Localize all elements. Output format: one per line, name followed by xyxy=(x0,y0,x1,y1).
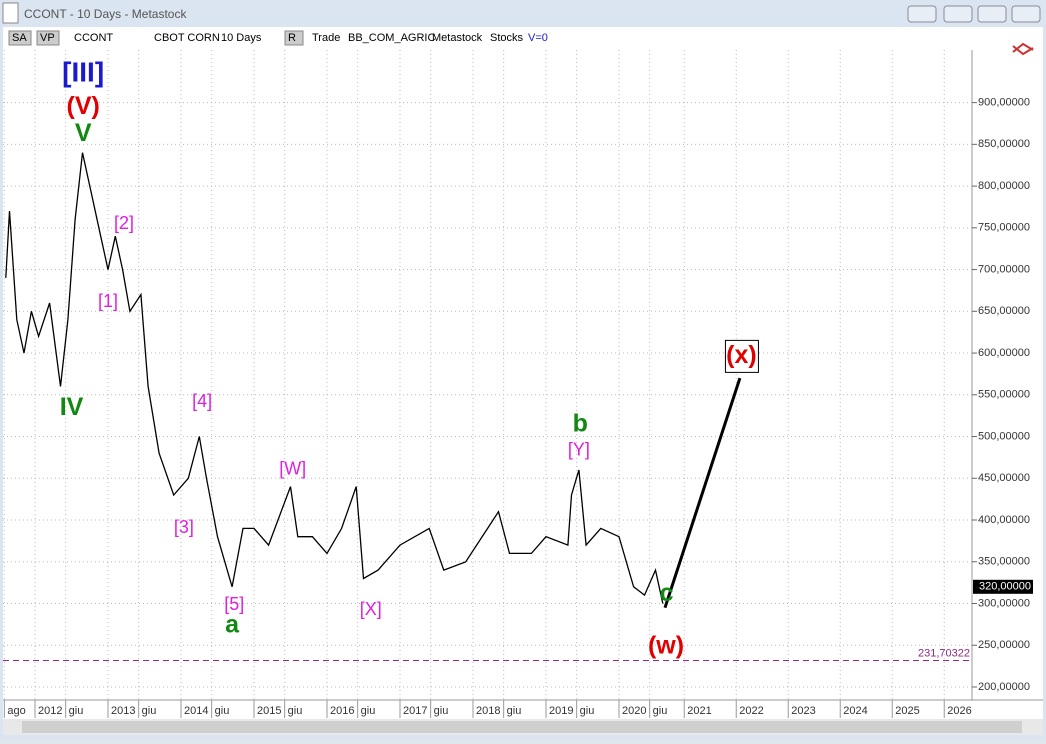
scrollbar-thumb[interactable] xyxy=(22,721,1022,733)
x-tick-label: giu xyxy=(142,705,157,717)
wave-label: (x) xyxy=(726,341,757,369)
annotation-box xyxy=(724,339,759,373)
wave-label: [III] xyxy=(62,57,104,88)
x-tick-label: 2014 xyxy=(184,705,208,717)
toolbar-item: SA xyxy=(12,32,27,44)
wave-label: [W] xyxy=(279,459,306,479)
y-tick-label: 250,00000 xyxy=(978,639,1030,651)
minimize-button[interactable] xyxy=(943,5,973,23)
wave-label: [Y] xyxy=(568,439,590,459)
projection-line xyxy=(663,377,742,609)
y-tick-label: 200,00000 xyxy=(978,681,1030,693)
x-tick-label: giu xyxy=(288,705,303,717)
y-tick-label: 500,00000 xyxy=(978,430,1030,442)
x-tick-label: 2015 xyxy=(257,705,281,717)
toolbar-item: BB_COM_AGRIC xyxy=(348,32,435,44)
toolbar-item: Metastock xyxy=(432,32,483,44)
toolbar: SA VP CCONT CBOT CORN 10 Days R Trade BB_COM_AG… xyxy=(8,30,548,46)
toolbar-button[interactable] xyxy=(36,30,60,46)
y-tick-label: 700,00000 xyxy=(978,263,1030,275)
toolbar-button[interactable] xyxy=(284,30,304,46)
app-icon xyxy=(2,2,19,24)
y-tick-label: 450,00000 xyxy=(978,472,1030,484)
x-tick-label: 2026 xyxy=(947,705,971,717)
y-tick-label: 800,00000 xyxy=(978,180,1030,192)
wave-label: (V) xyxy=(67,92,100,120)
x-tick-label: giu xyxy=(361,705,376,717)
x-tick-label: 2012 xyxy=(38,705,62,717)
price-line xyxy=(5,152,664,604)
y-tick-label: 550,00000 xyxy=(978,389,1030,401)
wave-label: [3] xyxy=(174,517,194,537)
window-title: CCONT - 10 Days - Metastock xyxy=(24,7,187,21)
x-tick-label: 2022 xyxy=(739,705,763,717)
support-label: 231,70322 xyxy=(918,647,970,659)
x-tick-label: 2023 xyxy=(791,705,815,717)
toolbar-item: Stocks xyxy=(490,32,524,44)
x-tick-label: giu xyxy=(507,705,522,717)
x-tick-label: 2017 xyxy=(403,705,427,717)
x-tick-label: 2024 xyxy=(843,705,867,717)
restore-button[interactable] xyxy=(907,5,937,23)
toolbar-item: R xyxy=(288,32,296,44)
toolbar-item: Trade xyxy=(312,32,340,44)
x-tick-label: giu xyxy=(580,705,595,717)
price-marker-label: 320,00000 xyxy=(979,581,1031,593)
x-tick-label: 2018 xyxy=(476,705,500,717)
wave-label: b xyxy=(573,409,588,437)
x-tick-label: 2019 xyxy=(549,705,573,717)
toolbar-item: CCONT xyxy=(74,32,113,44)
wave-label: (w) xyxy=(648,632,684,660)
chart-panel xyxy=(3,27,1043,735)
x-tick-label: 2020 xyxy=(622,705,646,717)
wave-label: a xyxy=(225,611,240,639)
x-tick-label: giu xyxy=(653,705,668,717)
wave-label: IV xyxy=(60,393,84,421)
toolbar-item: CBOT CORN xyxy=(154,32,220,44)
x-tick-label: giu xyxy=(69,705,84,717)
indicator-icon[interactable] xyxy=(1012,42,1034,56)
y-tick-label: 600,00000 xyxy=(978,347,1030,359)
toolbar-item: 10 Days xyxy=(221,32,262,44)
wave-label: V xyxy=(75,119,92,147)
wave-label: [4] xyxy=(192,391,212,411)
toolbar-button[interactable] xyxy=(8,30,32,46)
y-tick-label: 400,00000 xyxy=(978,514,1030,526)
x-tick-label: 2013 xyxy=(111,705,135,717)
y-tick-label: 350,00000 xyxy=(978,556,1030,568)
maximize-button[interactable] xyxy=(977,5,1007,23)
x-tick-label: giu xyxy=(215,705,230,717)
wave-label: [2] xyxy=(114,213,134,233)
x-tick-label: ago xyxy=(7,705,25,717)
x-tick-label: 2021 xyxy=(687,705,711,717)
y-tick-label: 750,00000 xyxy=(978,222,1030,234)
x-tick-label: 2025 xyxy=(895,705,919,717)
close-button[interactable] xyxy=(1011,5,1041,23)
wave-label: c xyxy=(660,579,674,607)
y-tick-label: 300,00000 xyxy=(978,597,1030,609)
toolbar-item: V=0 xyxy=(528,32,548,44)
price-marker xyxy=(973,579,1033,594)
wave-label: [5] xyxy=(224,594,244,614)
y-tick-label: 900,00000 xyxy=(978,97,1030,109)
wave-label: [1] xyxy=(98,291,118,311)
y-tick-label: 650,00000 xyxy=(978,305,1030,317)
x-tick-label: giu xyxy=(434,705,449,717)
wave-label: [X] xyxy=(360,599,382,619)
x-tick-label: 2016 xyxy=(330,705,354,717)
y-tick-label: 850,00000 xyxy=(978,138,1030,150)
toolbar-item: VP xyxy=(40,32,55,44)
